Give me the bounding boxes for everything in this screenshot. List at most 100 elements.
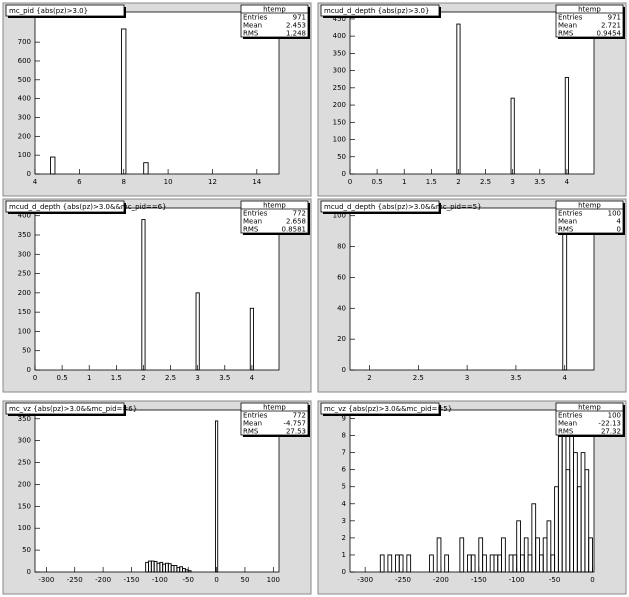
plot-frame: [34, 207, 280, 371]
x-tick-label: 4: [562, 374, 567, 382]
y-tick-label: 250: [18, 270, 31, 278]
histogram-bin: [588, 537, 593, 573]
y-tick-label: 100: [333, 212, 346, 220]
stats-value: 772: [293, 412, 306, 420]
stats-box: [555, 402, 624, 436]
x-tick-label: -150: [471, 576, 487, 584]
pad[interactable]: 0 0.5 1 1.5 2 2.5 3 3.5 4 0 50 100 150 200 250 300 350 40…: [2, 198, 312, 393]
y-tick-label: 200: [18, 132, 31, 140]
pad-title: mcud_d_depth {abs(pz)>3.0&&mc_pid==6}: [9, 203, 167, 211]
x-tick-label: 4: [565, 178, 570, 186]
y-tick-label: 300: [18, 113, 31, 121]
y-tick-label: 350: [18, 231, 31, 239]
y-tick-label: 0: [27, 568, 31, 576]
x-tick-label: 2.5: [413, 374, 424, 382]
x-tick-label: -250: [67, 576, 83, 584]
histogram-bin: [470, 554, 476, 573]
stats-value: 27.53: [286, 428, 306, 436]
stats-value: 1.248: [286, 30, 306, 38]
plot-frame: [34, 11, 280, 175]
stats-box: [240, 402, 309, 436]
y-tick-label: 350: [18, 415, 31, 423]
histogram-bin: [398, 554, 404, 573]
pad[interactable]: -300 -250 -200 -150 -100 -50 0 0 1 2 3 4 5 6 7 8 9 mc_vz …: [317, 400, 627, 595]
stats-label: Mean: [243, 218, 262, 226]
stats-value: 772: [293, 210, 306, 218]
stats-value: 0.9454: [597, 30, 622, 38]
x-tick-label: 0: [33, 374, 37, 382]
x-tick-label: 0: [348, 178, 352, 186]
y-tick-label: 300: [333, 67, 346, 75]
title-box: [5, 402, 125, 415]
x-tick-label: -50: [182, 576, 193, 584]
y-tick-label: 40: [337, 304, 346, 312]
x-tick-label: 3.5: [510, 374, 521, 382]
x-tick-label: 6: [77, 178, 82, 186]
x-tick-label: 2: [367, 374, 371, 382]
plot-frame: [34, 409, 280, 573]
stats-name: htemp: [578, 404, 601, 412]
y-tick-label: 200: [333, 101, 346, 109]
stats-label: Mean: [243, 420, 262, 428]
stats-label: Mean: [558, 218, 577, 226]
stats-value: 971: [293, 14, 306, 22]
histogram-bin: [510, 97, 515, 175]
title-box: [5, 4, 125, 17]
stats-label: Entries: [558, 412, 583, 420]
stats-value: 971: [608, 14, 621, 22]
stats-label: Entries: [558, 14, 583, 22]
x-tick-label: 100: [267, 576, 280, 584]
x-tick-label: 50: [240, 576, 249, 584]
y-tick-label: 100: [18, 151, 31, 159]
histogram-bin: [436, 537, 442, 573]
y-tick-label: 2: [342, 534, 346, 542]
stats-value: 2.658: [286, 218, 306, 226]
y-tick-label: 5: [342, 483, 346, 491]
y-tick-label: 4: [342, 500, 347, 508]
title-box: [320, 200, 440, 213]
stats-label: Mean: [243, 22, 262, 30]
histogram-bin: [459, 537, 465, 573]
y-tick-label: 0: [342, 366, 346, 374]
stats-label: RMS: [243, 30, 259, 38]
y-tick-label: 7: [342, 449, 346, 457]
histogram-bin: [379, 554, 385, 573]
x-tick-label: 3: [510, 178, 514, 186]
y-tick-label: 8: [342, 432, 346, 440]
pad-title: mc_vz {abs(pz)>3.0&&mc_pid==6}: [9, 405, 137, 413]
stats-value: -22.13: [598, 420, 621, 428]
stats-name: htemp: [578, 6, 601, 14]
y-tick-label: 3: [342, 517, 346, 525]
pad-title: mcud_d_depth {abs(pz)>3.0&&mc_pid==5}: [324, 203, 482, 211]
pad[interactable]: 4 6 8 10 12 14 0 100 200 300 400 500 600 700 mc_pid {a…: [2, 2, 312, 197]
x-tick-label: -200: [433, 576, 449, 584]
plot-frame: [349, 207, 595, 371]
stats-label: RMS: [243, 428, 259, 436]
y-tick-label: 100: [18, 524, 31, 532]
y-tick-label: 50: [22, 347, 31, 355]
x-tick-label: 8: [121, 178, 125, 186]
y-tick-label: 300: [18, 250, 31, 258]
x-tick-label: 1: [402, 178, 406, 186]
stats-value: 2.721: [601, 22, 621, 30]
x-tick-label: 10: [164, 178, 173, 186]
y-tick-label: 250: [333, 84, 346, 92]
pad[interactable]: -300 -250 -200 -150 -100 -50 0 50 100 0 50 100 150 20…: [2, 400, 312, 595]
stats-name: htemp: [263, 202, 286, 210]
pad[interactable]: 0 0.5 1 1.5 2 2.5 3 3.5 4 0 50 100 150 200 250 300 350 40…: [317, 2, 627, 197]
x-tick-label: 1: [87, 374, 91, 382]
stats-label: RMS: [558, 226, 574, 234]
title-box: [5, 200, 125, 213]
y-tick-label: 350: [333, 49, 346, 57]
x-tick-label: -200: [95, 576, 111, 584]
y-tick-label: 150: [333, 118, 346, 126]
histogram-bin: [429, 554, 434, 573]
histogram-bin: [121, 28, 127, 175]
stats-value: 0.8581: [282, 226, 307, 234]
x-tick-label: -300: [357, 576, 373, 584]
x-tick-label: -100: [509, 576, 525, 584]
x-tick-label: 1.5: [111, 374, 122, 382]
stats-box: [555, 4, 624, 38]
